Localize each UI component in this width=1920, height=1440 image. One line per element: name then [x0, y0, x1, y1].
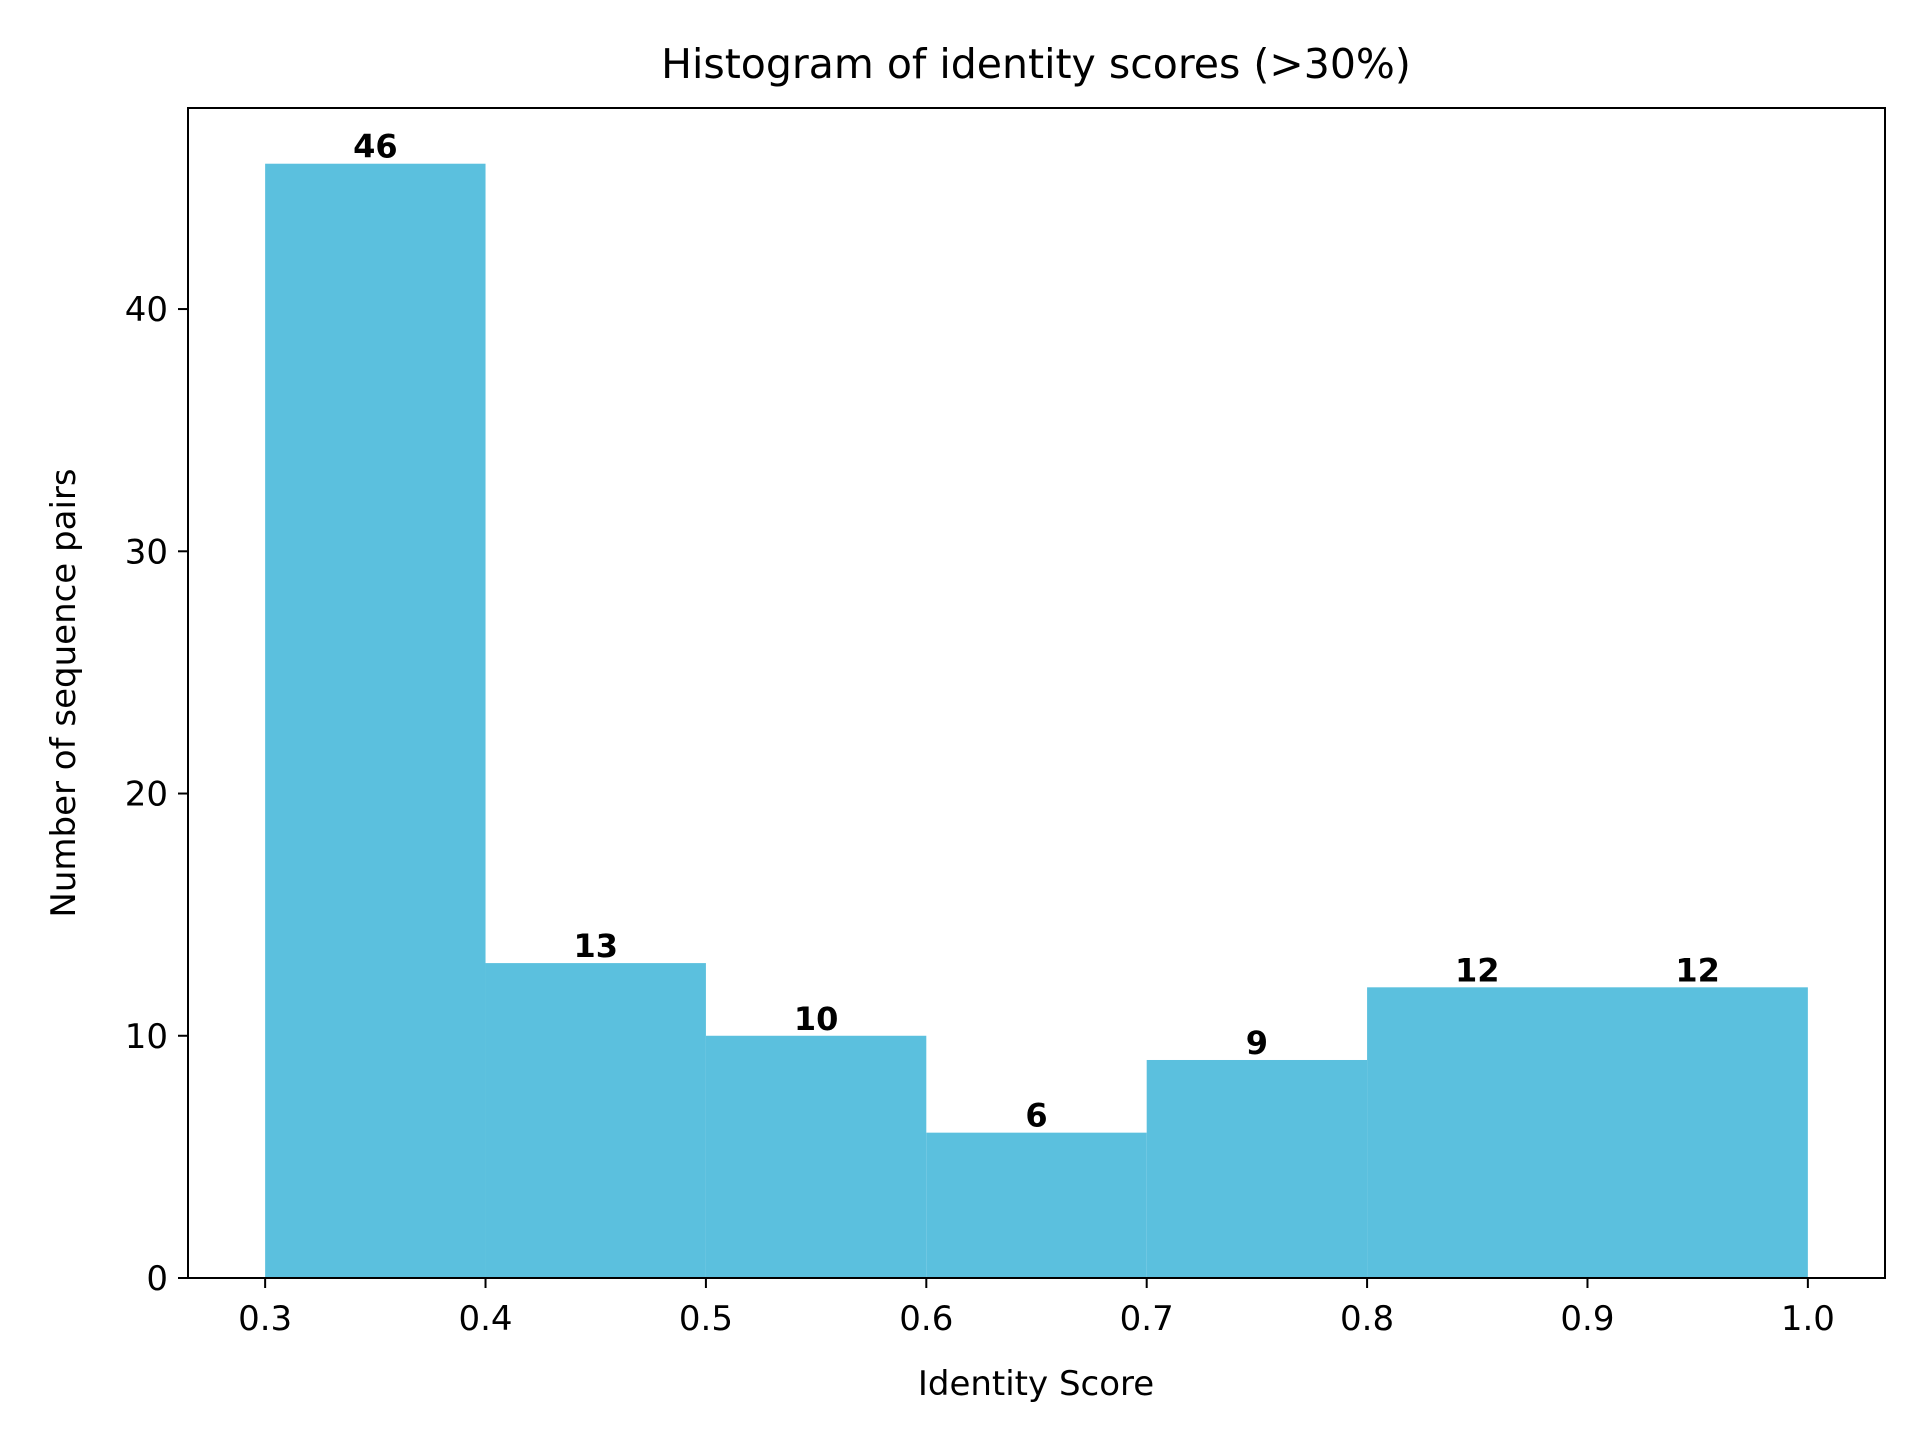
y-tick-label: 0: [146, 1259, 168, 1299]
y-tick-label: 10: [125, 1017, 168, 1057]
histogram-bar: [1367, 987, 1808, 1278]
x-tick-label: 1.0: [1781, 1299, 1835, 1339]
x-axis-ticks: 0.3 0.4 0.5 0.6 0.7 0.8 0.9 1.0: [238, 1278, 1835, 1339]
histogram-bar: [1146, 1059, 1368, 1278]
bar-value-label: 10: [794, 1000, 839, 1038]
x-tick-label: 0.4: [458, 1299, 512, 1339]
histogram-bar: [485, 963, 706, 1278]
bars-group: [265, 163, 1808, 1279]
bar-labels-group: 46 13 10 6 9 12 12: [353, 128, 1720, 1135]
bar-value-label: 6: [1025, 1097, 1047, 1135]
y-tick-label: 40: [125, 290, 168, 330]
y-tick-label: 20: [125, 775, 168, 815]
x-axis-label: Identity Score: [918, 1364, 1154, 1404]
y-tick-label: 30: [125, 532, 168, 572]
histogram-bar: [705, 1035, 927, 1278]
x-tick-label: 0.5: [679, 1299, 733, 1339]
x-tick-label: 0.9: [1560, 1299, 1614, 1339]
bar-value-label: 13: [573, 927, 618, 965]
bar-value-label: 9: [1246, 1024, 1268, 1062]
x-tick-label: 0.7: [1120, 1299, 1174, 1339]
plot-frame: [187, 107, 1886, 1279]
y-axis-ticks: 0 10 20 30 40: [125, 290, 188, 1299]
chart-title: Histogram of identity scores (>30%): [661, 40, 1411, 88]
histogram-bar: [265, 163, 486, 1279]
y-axis-label: Number of sequence pairs: [44, 468, 84, 917]
bar-value-label: 12: [1675, 951, 1720, 989]
bar-value-label: 46: [353, 128, 398, 166]
bar-value-label: 12: [1455, 951, 1500, 989]
x-tick-label: 0.8: [1340, 1299, 1394, 1339]
x-tick-label: 0.3: [238, 1299, 292, 1339]
histogram-bar: [926, 1132, 1147, 1278]
x-tick-label: 0.6: [899, 1299, 953, 1339]
